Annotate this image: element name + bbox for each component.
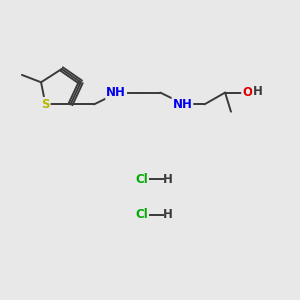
Text: NH: NH [106,86,126,99]
Text: S: S [41,98,50,111]
Text: Cl: Cl [135,208,148,221]
Text: O: O [242,86,252,99]
Text: H: H [253,85,263,98]
Text: Cl: Cl [135,173,148,186]
Text: NH: NH [172,98,192,111]
Text: H: H [163,208,173,221]
Text: H: H [163,173,173,186]
